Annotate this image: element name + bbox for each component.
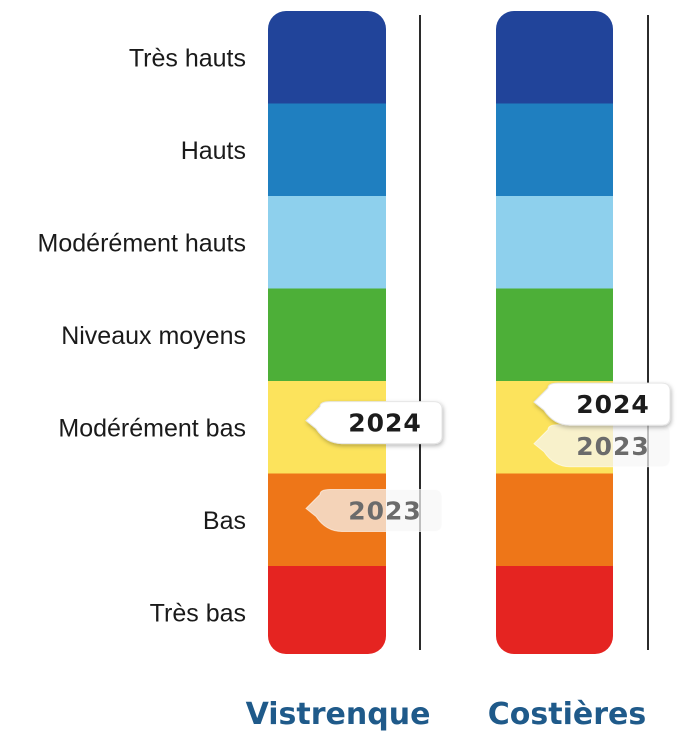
station-columns: 2023 2024 Vistrenque 2023 2024 Costières [246,11,671,732]
level-label: Très hauts [129,44,246,72]
level-band [496,11,613,105]
level-scale [268,11,386,654]
level-band [496,566,613,654]
year-marker-label: 2023 [576,432,650,461]
year-marker-label: 2023 [348,497,422,526]
year-marker-flag [533,424,671,468]
station-column: 2023 2024 Vistrenque [246,11,443,732]
level-band [268,196,386,290]
year-marker-flag [305,401,443,445]
level-band [496,103,613,197]
year-marker-label: 2024 [348,409,422,438]
year-marker-label: 2024 [576,390,650,419]
station-name: Costières [488,697,646,732]
level-band [496,196,613,290]
level-band [268,103,386,197]
level-band [268,288,386,382]
station-name: Vistrenque [246,697,431,732]
level-label: Modérément hauts [38,229,246,257]
level-band [496,473,613,567]
level-band [268,566,386,654]
level-band [496,288,613,382]
year-marker: 2024 [533,382,671,426]
level-label: Très bas [150,599,246,627]
station-column: 2023 2024 Costières [488,11,671,732]
level-label: Niveaux moyens [61,322,246,350]
level-scale [496,11,613,654]
year-marker-flag [533,382,671,426]
level-label: Modérément bas [58,414,246,442]
year-marker: 2024 [305,401,443,445]
year-marker: 2023 [533,424,671,468]
level-label: Bas [203,507,246,535]
year-marker-flag [305,489,443,532]
level-band [268,11,386,105]
year-marker: 2023 [305,489,443,532]
level-label: Hauts [181,137,246,165]
level-labels: Très hauts Hauts Modérément hauts Niveaux m… [38,44,246,627]
